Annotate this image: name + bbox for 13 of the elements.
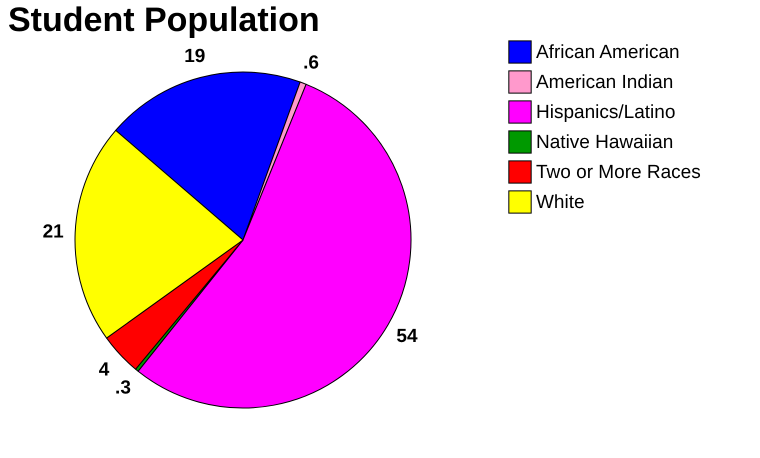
legend-label: American Indian [536, 72, 674, 93]
legend-label: Hispanics/Latino [536, 102, 676, 123]
data-label: 19 [184, 46, 206, 68]
data-label: 21 [42, 222, 64, 243]
data-label: .6 [303, 52, 319, 74]
legend-label: White [536, 192, 585, 213]
chart-title: Student Population [8, 1, 320, 39]
data-label: .3 [115, 377, 131, 398]
data-label: 54 [396, 326, 418, 348]
legend-label: Two or More Races [536, 162, 701, 183]
legend-label: Native Hawaiian [536, 132, 674, 153]
legend-label: African American [536, 42, 680, 63]
data-label: 4 [98, 360, 110, 381]
